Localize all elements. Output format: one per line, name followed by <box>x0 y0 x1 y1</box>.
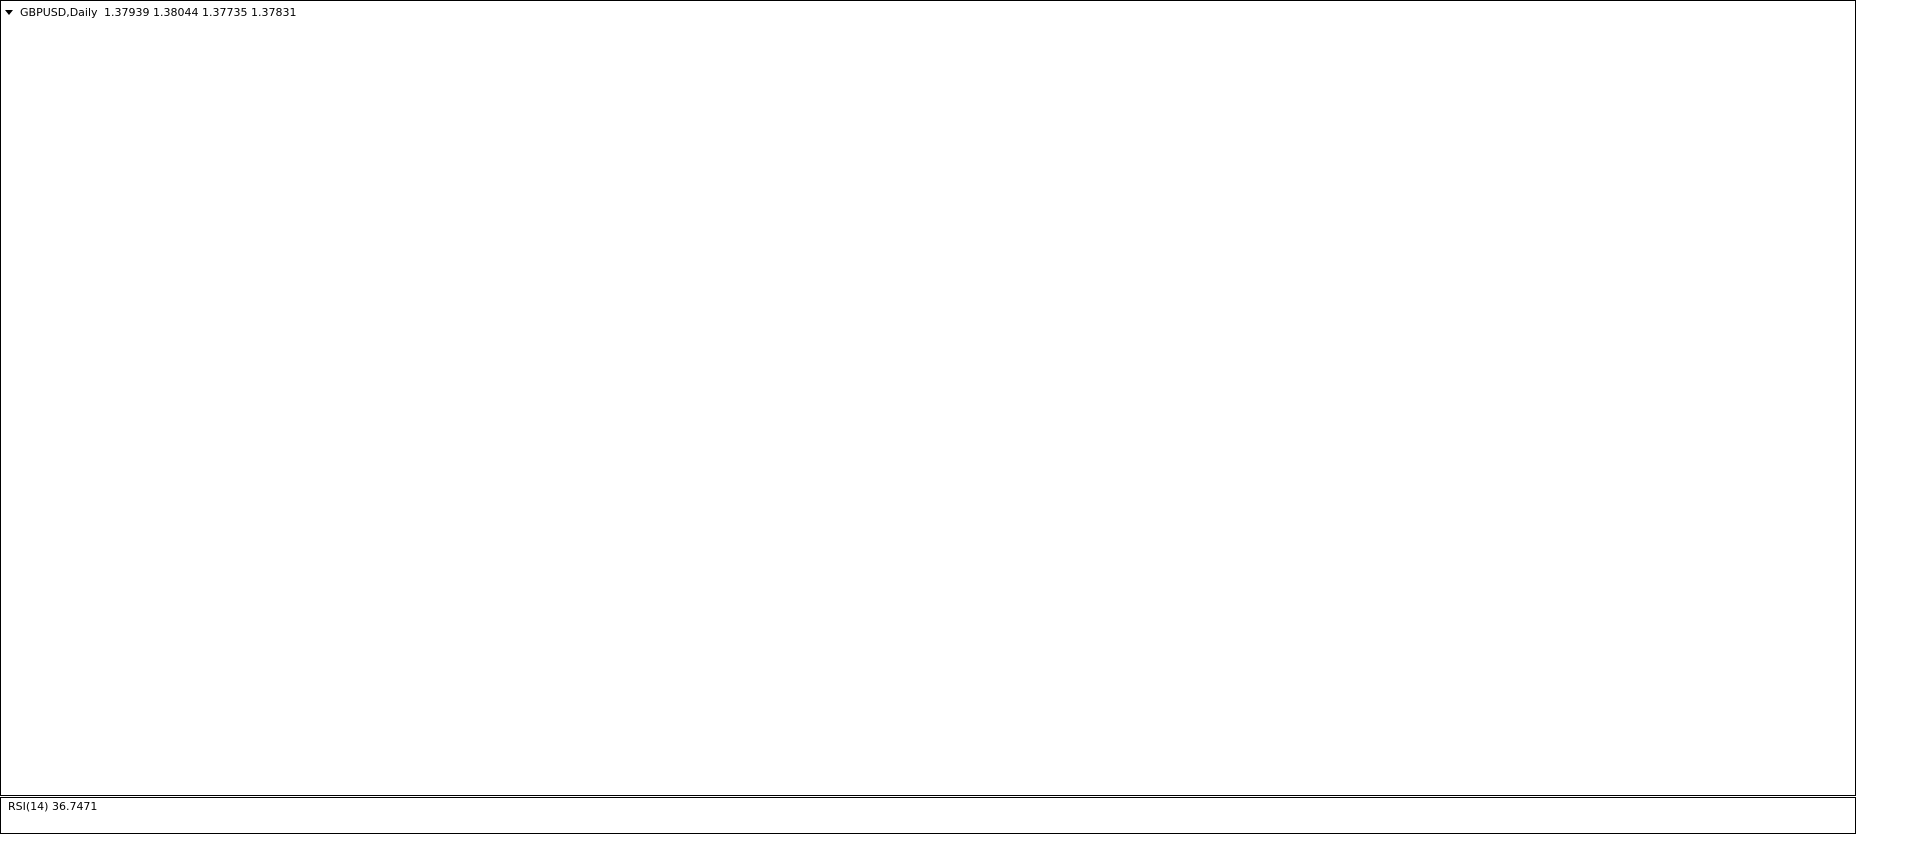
menu-triangle <box>5 10 13 15</box>
plot-frame <box>0 0 1856 796</box>
ohlc-label: 1.37939 1.38044 1.37735 1.37831 <box>104 6 296 19</box>
rsi-label: RSI(14) 36.7471 <box>8 800 97 813</box>
symbol-label: GBPUSD,Daily <box>20 6 98 19</box>
rsi-frame <box>0 797 1856 834</box>
